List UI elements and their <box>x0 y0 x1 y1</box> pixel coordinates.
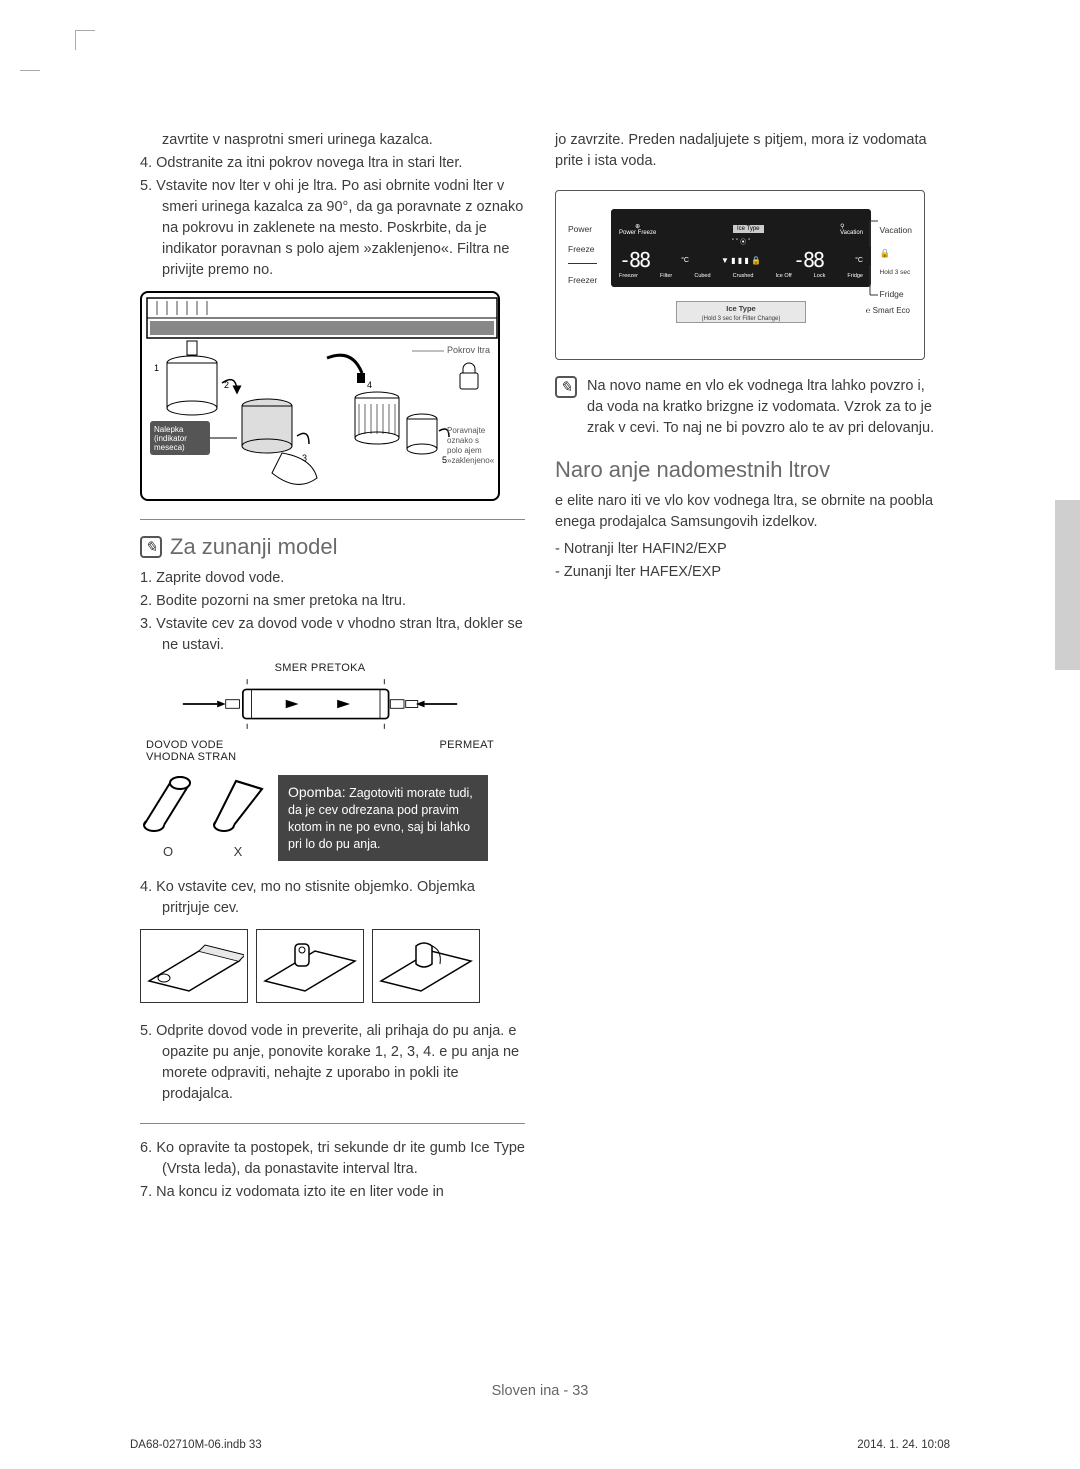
bullet: - Notranji lter HAFIN2/EXP <box>555 539 940 560</box>
step6: 6. Ko opravite ta postopek, tri sekunde … <box>140 1138 525 1180</box>
diagram-num: 2 <box>224 380 229 390</box>
diagram-label: Pokrov ltra <box>447 345 490 355</box>
svg-text:»zaklenjeno«: »zaklenjeno« <box>447 456 495 465</box>
diagram-num: 1 <box>154 363 159 373</box>
flow-title: SMER PRETOKA <box>140 662 500 674</box>
svg-text:oznako s: oznako s <box>447 436 479 445</box>
cont-text: jo zavrzite. Preden nadaljujete s pitjem… <box>555 130 940 172</box>
outlet-label: PERMEAT <box>440 739 494 763</box>
smart-eco-label: ℮ Smart Eco <box>866 306 910 315</box>
ext-steps: 1. Zaprite dovod vode. 2. Bodite pozorni… <box>140 568 525 656</box>
page-content: zavrtite v nasprotni smeri urinega kazal… <box>140 130 940 1205</box>
clip-panel <box>372 929 480 1003</box>
step5: 5. Odprite dovod vode in preverite, ali … <box>140 1021 525 1105</box>
crop-mark <box>20 70 40 71</box>
panel-right-labels: Vacation 🔒 Hold 3 sec Fridge <box>880 221 912 303</box>
ox-note-row: O X Opomba: Zagotoviti morate tudi, da j… <box>140 775 525 861</box>
panel-left-labels: Power Freeze Freezer <box>568 219 597 290</box>
clip-panel <box>140 929 248 1003</box>
step: 3. Vstavite cev za dovod vode v vhodno s… <box>140 614 525 656</box>
file-mark: DA68-02710M-06.indb 33 <box>130 1439 262 1451</box>
svg-text:polo ajem: polo ajem <box>447 446 482 455</box>
panel-display: ⊕Power Freeze Ice Type ⚲Vacation ▫▫⦿▫ -8… <box>611 209 871 287</box>
note-text: Na novo name en vlo ek vodnega ltra lahk… <box>587 376 940 439</box>
svg-text:3: 3 <box>302 453 307 463</box>
svg-text:meseca): meseca) <box>154 443 185 452</box>
divider <box>140 1123 525 1124</box>
line: zavrtite v nasprotni smeri urinega kazal… <box>140 130 525 151</box>
external-model-heading: ✎ Za zunanji model <box>140 534 525 560</box>
x-label: X <box>210 844 266 859</box>
left-column: zavrtite v nasprotni smeri urinega kazal… <box>140 130 525 1205</box>
note-lead: Opomba: <box>288 784 346 800</box>
line: 5. Vstavite nov lter v ohi je ltra. Po a… <box>140 176 525 281</box>
step4: 4. Ko vstavite cev, mo no stisnite objem… <box>140 877 525 919</box>
dark-note: Opomba: Zagotoviti morate tudi, da je ce… <box>278 775 488 861</box>
bullet: - Zunanji lter HAFEX/EXP <box>555 562 940 583</box>
page-footer: Sloven ina - 33 <box>0 1383 1080 1399</box>
svg-text:4: 4 <box>367 380 372 390</box>
clip-figure <box>140 929 525 1003</box>
control-panel-figure: Power Freeze Freezer ⊕Power Freeze Ice T… <box>555 190 925 360</box>
heading-text: Za zunanji model <box>170 534 338 560</box>
intro-text: zavrtite v nasprotni smeri urinega kazal… <box>140 130 525 281</box>
divider <box>140 519 525 520</box>
o-label: O <box>140 844 196 859</box>
step7: 7. Na koncu iz vodomata izto ite en lite… <box>140 1182 525 1203</box>
date-mark: 2014. 1. 24. 10:08 <box>857 1439 950 1451</box>
ordering-text: e elite naro iti ve vlo kov vodnega ltra… <box>555 491 940 533</box>
clip-panel <box>256 929 364 1003</box>
line: 4. Odstranite za itni pokrov novega ltra… <box>140 153 525 174</box>
print-marks: DA68-02710M-06.indb 33 2014. 1. 24. 10:0… <box>130 1439 950 1451</box>
info-note: ✎ Na novo name en vlo ek vodnega ltra la… <box>555 376 940 439</box>
filter-diagram: 1 2 Nalepka (indikator meseca) <box>140 291 500 501</box>
right-column: jo zavrzite. Preden nadaljujete s pitjem… <box>555 130 940 1205</box>
svg-text:Nalepka: Nalepka <box>154 425 184 434</box>
side-tab <box>1055 500 1080 670</box>
note-icon: ✎ <box>555 376 577 398</box>
ordering-heading: Naro anje nadomestnih ltrov <box>555 457 940 483</box>
inlet-label: DOVOD VODE VHODNA STRAN <box>146 739 236 763</box>
step: 2. Bodite pozorni na smer pretoka na ltr… <box>140 591 525 612</box>
crop-mark <box>75 30 95 50</box>
tube-bad: X <box>210 775 266 859</box>
ice-type-button: Ice Type (Hold 3 sec for Filter Change) <box>676 301 806 323</box>
tube-ok: O <box>140 775 196 859</box>
step: 1. Zaprite dovod vode. <box>140 568 525 589</box>
svg-text:Poravnajte: Poravnajte <box>447 426 486 435</box>
flow-figure: SMER PRETOKA <box>140 662 500 763</box>
note-icon: ✎ <box>140 536 162 558</box>
svg-text:(indikator: (indikator <box>154 434 187 443</box>
